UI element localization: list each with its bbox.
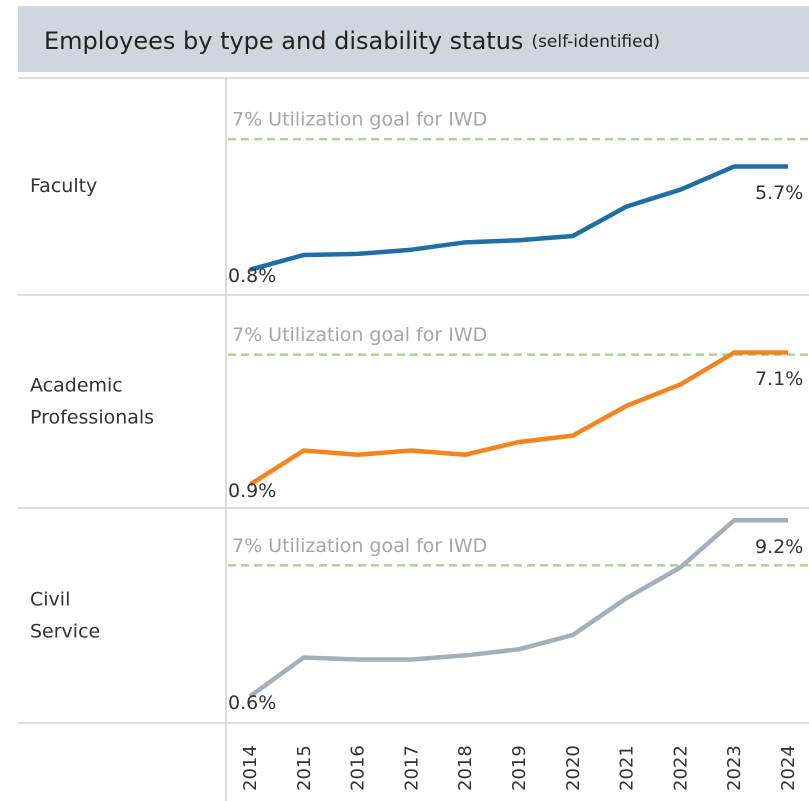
value-label: 7.1% — [755, 368, 803, 390]
goal-label: 7% Utilization goal for IWD — [232, 109, 487, 131]
x-tick-label: 2020 — [563, 745, 584, 791]
value-label: 0.6% — [228, 692, 276, 714]
goal-label: 7% Utilization goal for IWD — [232, 535, 487, 557]
x-tick-label: 2017 — [401, 745, 422, 791]
x-tick-label: 2016 — [348, 745, 369, 791]
x-tick-label: 2014 — [240, 745, 261, 791]
value-label: 0.8% — [228, 265, 276, 287]
value-label: 0.9% — [228, 480, 276, 502]
value-label: 9.2% — [755, 536, 803, 558]
series-line — [249, 164, 788, 272]
panel-label: Academic Professionals — [30, 374, 154, 428]
x-tick-label: 2021 — [617, 745, 638, 791]
chart-title: Employees by type and disability status — [44, 27, 523, 55]
series-line — [248, 518, 788, 699]
chart-heading: Employees by type and disability status (… — [44, 27, 660, 55]
panel-label: Civil Service — [30, 588, 100, 642]
x-tick-label: 2018 — [455, 745, 476, 791]
chart-subtitle: (self-identified) — [531, 32, 660, 52]
x-tick-label: 2019 — [509, 745, 530, 791]
header-band — [18, 6, 809, 72]
series-line — [248, 350, 788, 487]
goal-label: 7% Utilization goal for IWD — [232, 324, 487, 346]
x-tick-label: 2015 — [294, 745, 315, 791]
x-tick-label: 2022 — [670, 745, 691, 791]
x-tick-label: 2023 — [724, 745, 745, 791]
value-label: 5.7% — [755, 182, 803, 204]
x-tick-label: 2024 — [778, 745, 799, 791]
panel-label: Faculty — [30, 175, 97, 197]
